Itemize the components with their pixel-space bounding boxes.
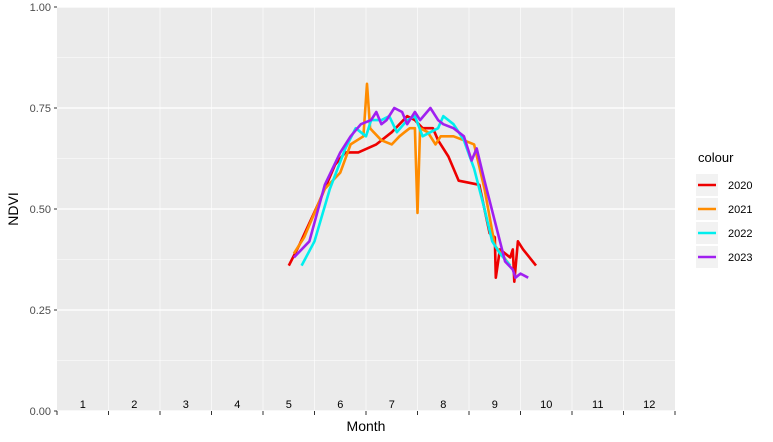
x-tick-label: 5 — [286, 399, 292, 411]
legend: colour 2020 2021 2022 2023 — [696, 150, 752, 268]
x-axis: 1 2 3 4 5 6 7 8 9 10 11 12 — [56, 399, 676, 415]
legend-label-2021: 2021 — [728, 204, 752, 216]
y-tick-label: 0.00 — [30, 406, 51, 418]
x-tick-label: 9 — [492, 399, 498, 411]
legend-label-2020: 2020 — [728, 180, 752, 192]
series-lines — [287, 82, 538, 284]
x-axis-title: Month — [347, 418, 386, 434]
x-tick-label: 3 — [183, 399, 189, 411]
y-tick-label: 0.50 — [30, 204, 51, 216]
legend-label-2022: 2022 — [728, 228, 752, 240]
x-tick-label: 10 — [540, 399, 552, 411]
series-line-2021 — [292, 82, 512, 267]
x-tick-label: 4 — [234, 399, 240, 411]
x-tick-label: 1 — [80, 399, 86, 411]
x-tick-label: 7 — [389, 399, 395, 411]
x-tick-label: 6 — [337, 399, 343, 411]
y-tick-label: 0.25 — [30, 305, 51, 317]
y-tick-label: 0.75 — [30, 103, 51, 115]
y-axis-title: NDVI — [5, 192, 21, 225]
y-tick-label: 1.00 — [30, 2, 51, 14]
y-axis: 0.00 0.25 0.50 0.75 1.00 — [30, 2, 57, 418]
legend-title: colour — [698, 150, 734, 165]
x-tick-label: 2 — [131, 399, 137, 411]
legend-label-2023: 2023 — [728, 252, 752, 264]
x-tick-label: 8 — [440, 399, 446, 411]
x-tick-label: 11 — [592, 399, 603, 411]
series-line-2023 — [292, 106, 529, 280]
x-tick-label: 12 — [643, 399, 655, 411]
